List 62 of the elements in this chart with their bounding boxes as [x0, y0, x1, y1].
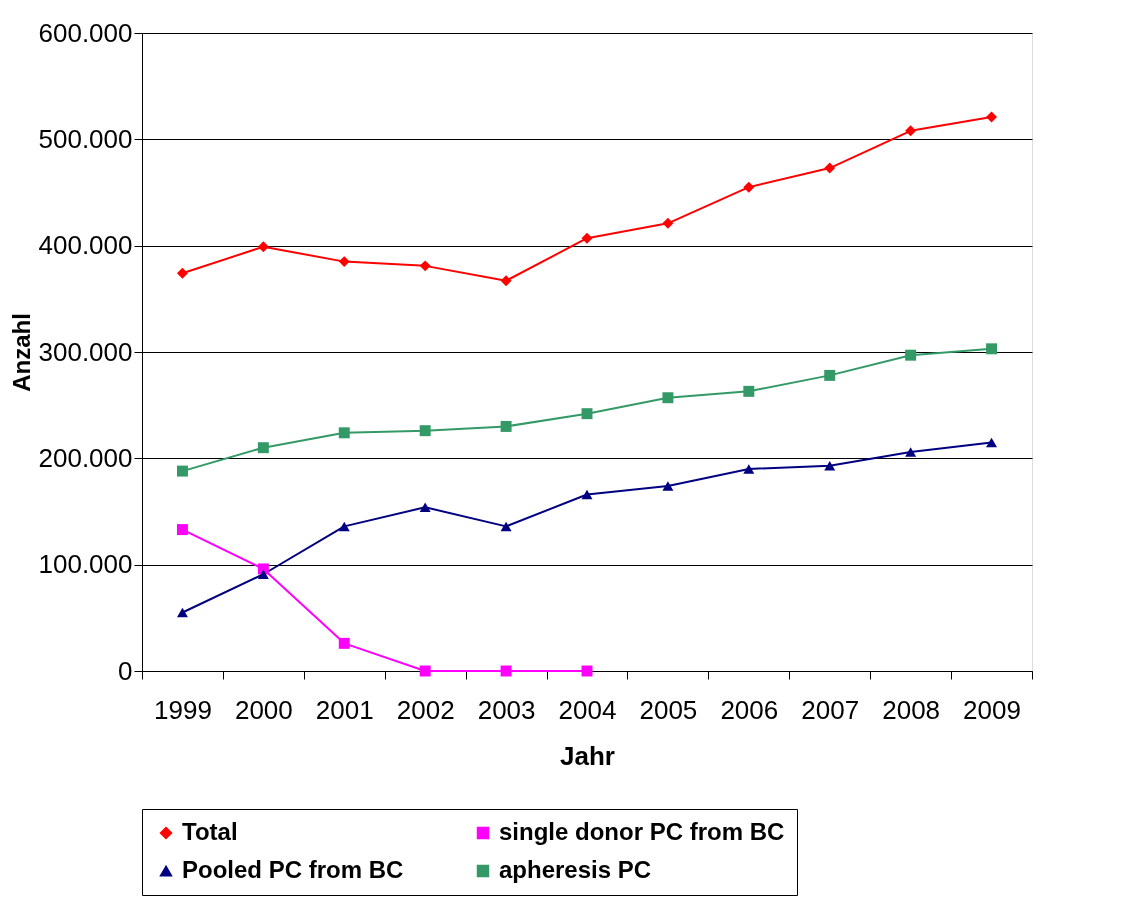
x-tick-label: 2004 [558, 694, 617, 725]
point [986, 343, 998, 355]
point [500, 275, 512, 287]
point [743, 181, 755, 193]
point [743, 385, 755, 397]
y-tick-label: 100.000 [38, 549, 133, 580]
legend-label: Total [182, 818, 238, 845]
point [581, 408, 593, 420]
point [581, 232, 593, 244]
legend-label: Pooled PC from BC [182, 856, 404, 883]
point [338, 521, 350, 532]
point [905, 349, 917, 361]
point [905, 125, 917, 137]
point [662, 392, 674, 404]
y-tick-label: 400.000 [38, 230, 133, 261]
point [986, 437, 998, 448]
point [824, 369, 836, 381]
x-tick-label: 2008 [882, 694, 941, 725]
y-tick-label: 500.000 [38, 123, 133, 154]
x-tick-label: 2007 [801, 694, 860, 725]
point [176, 607, 188, 618]
x-tick-label: 2001 [315, 694, 374, 725]
point [500, 420, 512, 432]
x-tick-label: 2009 [963, 694, 1021, 725]
x-axis-title: Jahr [560, 740, 615, 771]
point [662, 217, 674, 229]
y-tick-label: 600.000 [38, 17, 133, 48]
point [338, 427, 350, 439]
x-tick-label: 2003 [477, 694, 536, 725]
point [338, 256, 350, 268]
point [176, 267, 188, 279]
point [743, 464, 755, 474]
x-tick-label: 1999 [154, 694, 212, 725]
point [257, 563, 269, 575]
y-axis-title: Anzahl [7, 313, 35, 392]
point [419, 425, 431, 437]
point [257, 241, 269, 253]
point [824, 461, 836, 471]
point [176, 465, 188, 477]
point [581, 489, 593, 500]
point [419, 502, 431, 512]
point [257, 442, 269, 454]
point [824, 162, 836, 174]
point [419, 260, 431, 272]
point [905, 447, 917, 457]
y-tick-label: 300.000 [38, 336, 133, 367]
legend-label: single donor PC from BC [499, 818, 785, 845]
y-tick-label: 200.000 [38, 442, 133, 473]
x-tick-label: 2000 [234, 694, 293, 725]
legend-label: apheresis PC [499, 856, 652, 883]
point [986, 111, 998, 123]
x-tick-label: 2006 [720, 694, 779, 725]
point [338, 637, 350, 649]
x-tick-label: 2005 [639, 694, 698, 725]
point [419, 665, 431, 677]
point [662, 481, 674, 491]
point [176, 524, 188, 536]
point [500, 521, 512, 532]
point [500, 665, 512, 677]
point [257, 569, 269, 579]
y-tick-label: 0 [118, 655, 133, 686]
x-tick-label: 2002 [396, 694, 455, 725]
